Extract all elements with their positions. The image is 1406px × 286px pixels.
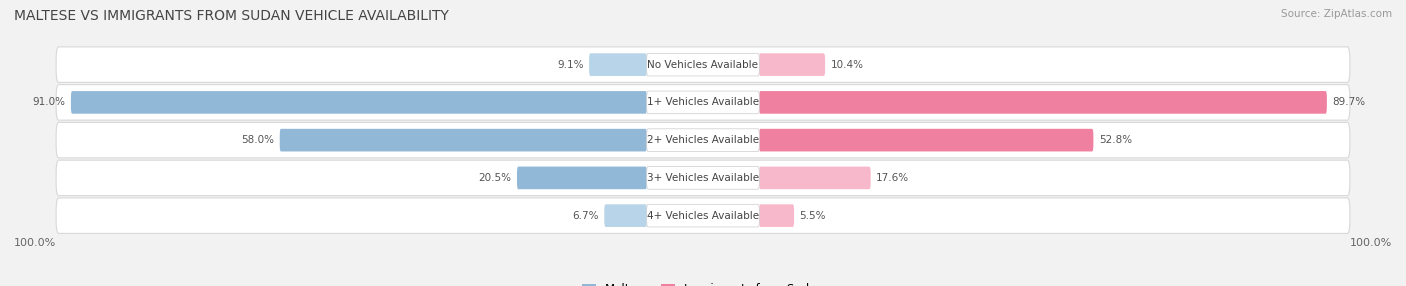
FancyBboxPatch shape	[605, 204, 647, 227]
FancyBboxPatch shape	[56, 122, 1350, 158]
Text: 100.0%: 100.0%	[14, 238, 56, 248]
Text: 20.5%: 20.5%	[478, 173, 512, 183]
Text: 100.0%: 100.0%	[1350, 238, 1392, 248]
FancyBboxPatch shape	[56, 160, 1350, 196]
Text: 52.8%: 52.8%	[1099, 135, 1132, 145]
FancyBboxPatch shape	[647, 166, 759, 189]
FancyBboxPatch shape	[759, 129, 1094, 152]
Text: 89.7%: 89.7%	[1333, 98, 1365, 107]
FancyBboxPatch shape	[56, 85, 1350, 120]
FancyBboxPatch shape	[759, 53, 825, 76]
Text: 6.7%: 6.7%	[572, 211, 599, 221]
FancyBboxPatch shape	[56, 47, 1350, 82]
FancyBboxPatch shape	[647, 204, 759, 227]
Text: 58.0%: 58.0%	[242, 135, 274, 145]
Legend: Maltese, Immigrants from Sudan: Maltese, Immigrants from Sudan	[576, 278, 830, 286]
FancyBboxPatch shape	[70, 91, 647, 114]
FancyBboxPatch shape	[517, 166, 647, 189]
Text: 3+ Vehicles Available: 3+ Vehicles Available	[647, 173, 759, 183]
Text: 17.6%: 17.6%	[876, 173, 910, 183]
FancyBboxPatch shape	[647, 53, 759, 76]
FancyBboxPatch shape	[647, 129, 759, 152]
FancyBboxPatch shape	[280, 129, 647, 152]
Text: 10.4%: 10.4%	[831, 60, 863, 69]
FancyBboxPatch shape	[647, 91, 759, 114]
Text: MALTESE VS IMMIGRANTS FROM SUDAN VEHICLE AVAILABILITY: MALTESE VS IMMIGRANTS FROM SUDAN VEHICLE…	[14, 9, 449, 23]
Text: 5.5%: 5.5%	[800, 211, 827, 221]
Text: No Vehicles Available: No Vehicles Available	[648, 60, 758, 69]
FancyBboxPatch shape	[759, 166, 870, 189]
Text: 1+ Vehicles Available: 1+ Vehicles Available	[647, 98, 759, 107]
Text: 9.1%: 9.1%	[557, 60, 583, 69]
Text: 2+ Vehicles Available: 2+ Vehicles Available	[647, 135, 759, 145]
Text: Source: ZipAtlas.com: Source: ZipAtlas.com	[1281, 9, 1392, 19]
FancyBboxPatch shape	[56, 198, 1350, 233]
Text: 91.0%: 91.0%	[32, 98, 65, 107]
FancyBboxPatch shape	[759, 204, 794, 227]
FancyBboxPatch shape	[759, 91, 1327, 114]
Text: 4+ Vehicles Available: 4+ Vehicles Available	[647, 211, 759, 221]
FancyBboxPatch shape	[589, 53, 647, 76]
